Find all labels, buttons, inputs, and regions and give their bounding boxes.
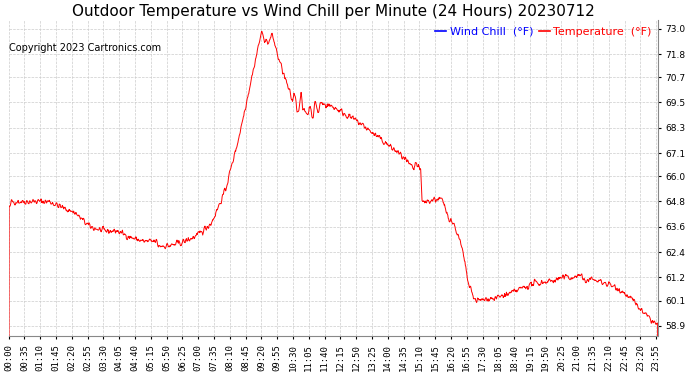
Text: Copyright 2023 Cartronics.com: Copyright 2023 Cartronics.com	[9, 43, 161, 53]
Legend: Wind Chill  (°F), Temperature  (°F): Wind Chill (°F), Temperature (°F)	[431, 22, 656, 42]
Title: Outdoor Temperature vs Wind Chill per Minute (24 Hours) 20230712: Outdoor Temperature vs Wind Chill per Mi…	[72, 4, 595, 19]
